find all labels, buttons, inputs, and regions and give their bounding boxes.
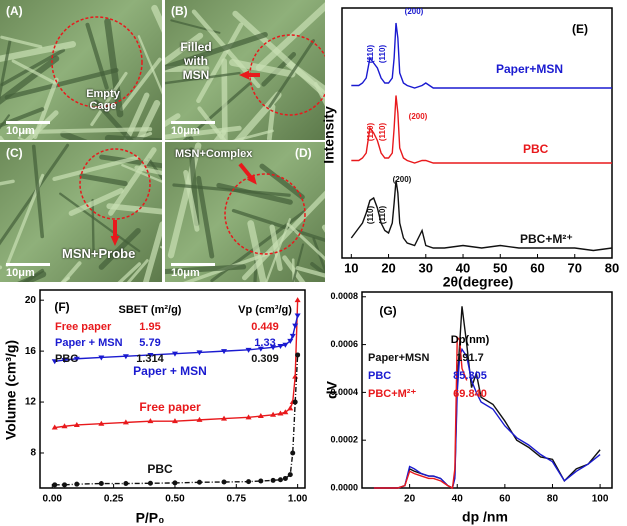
marker	[293, 400, 298, 405]
y-tick-label: 8	[30, 448, 36, 459]
series-label: PBC	[147, 462, 173, 476]
peak-annotation: (200)	[405, 7, 424, 16]
y-tick-label: 0.0000	[330, 482, 358, 492]
x-tick-label: 1.00	[288, 494, 308, 505]
table-row-name: PBC	[55, 353, 78, 365]
table-header: Vp (cm³/g)	[238, 304, 292, 316]
y-axis-label: dV	[324, 380, 340, 399]
table-value: 0.309	[251, 353, 279, 365]
plot-frame	[40, 290, 305, 488]
peak-annotation: (110)	[378, 206, 387, 225]
series-label: Paper+MSN	[496, 62, 563, 76]
table-header: SBET (m²/g)	[119, 304, 182, 316]
x-tick-label: 0.25	[104, 494, 124, 505]
x-axis-label: dp /nm	[462, 509, 508, 525]
series-line	[351, 181, 612, 251]
marker	[62, 482, 67, 487]
table-value: 1.33	[254, 337, 275, 349]
x-tick-label: 20	[381, 260, 395, 275]
x-tick-label: 40	[452, 494, 464, 505]
y-tick-label: 20	[25, 295, 37, 306]
x-tick-label: 60	[499, 494, 511, 505]
table-value: 85.305	[453, 370, 487, 382]
x-tick-label: 80	[605, 260, 619, 275]
series-label: Paper + MSN	[133, 364, 207, 378]
peak-annotation: (200)	[409, 112, 428, 121]
marker	[74, 482, 79, 487]
y-axis-label: Intensity	[321, 106, 337, 164]
marker	[172, 480, 177, 485]
panel-label: (G)	[379, 304, 396, 318]
x-tick-label: 30	[419, 260, 433, 275]
x-tick-label: 0.75	[227, 494, 247, 505]
peak-annotation: (110)	[366, 45, 375, 64]
marker	[287, 405, 293, 410]
x-tick-label: 70	[568, 260, 582, 275]
series-label: PBC	[523, 142, 549, 156]
marker	[52, 482, 57, 487]
table-value: 69.840	[453, 388, 487, 400]
marker	[288, 472, 293, 477]
x-tick-label: 80	[547, 494, 559, 505]
series-line	[351, 96, 612, 164]
marker	[290, 450, 295, 455]
marker	[148, 481, 153, 486]
x-tick-label: 0.50	[165, 494, 185, 505]
peak-annotation: (110)	[366, 123, 375, 142]
y-tick-label: 16	[25, 346, 37, 357]
legend-label: PBC	[368, 370, 391, 382]
table-value: 1.95	[139, 321, 160, 333]
marker	[222, 480, 227, 485]
table-value: 191.7	[456, 352, 484, 364]
marker	[295, 352, 300, 357]
marker	[295, 297, 301, 302]
marker	[123, 481, 128, 486]
series-label: PBC+M²⁺	[520, 232, 573, 246]
panel-label: (E)	[572, 22, 588, 36]
marker	[99, 481, 104, 486]
marker	[283, 476, 288, 481]
table-value: 5.79	[139, 337, 160, 349]
x-axis-label: 2θ(degree)	[443, 274, 514, 290]
marker	[246, 479, 251, 484]
table-value: 1.314	[136, 353, 164, 365]
table-row-name: Paper + MSN	[55, 337, 123, 349]
table-value: 0.449	[251, 321, 279, 333]
y-axis-label: Volume (cm³/g)	[3, 340, 19, 440]
peak-annotation: (110)	[378, 123, 387, 142]
marker	[197, 480, 202, 485]
x-tick-label: 100	[592, 494, 609, 505]
x-axis-label: P/P₀	[136, 510, 165, 526]
table-row-name: Free paper	[55, 321, 112, 333]
table-header: Dp(nm)	[451, 334, 490, 346]
peak-annotation: (110)	[366, 206, 375, 225]
y-tick-label: 12	[25, 397, 37, 408]
y-tick-label: 0.0002	[330, 435, 358, 445]
marker	[271, 478, 276, 483]
legend-label: Paper+MSN	[368, 352, 429, 364]
peak-annotation: (200)	[393, 175, 412, 184]
panel-label: (F)	[54, 300, 69, 314]
x-tick-label: 60	[530, 260, 544, 275]
marker	[278, 477, 283, 482]
x-tick-label: 0.00	[43, 494, 63, 505]
marker	[290, 334, 296, 339]
peak-annotation: (110)	[378, 45, 387, 64]
series-line	[374, 349, 600, 488]
x-tick-label: 10	[344, 260, 358, 275]
x-tick-label: 20	[404, 494, 416, 505]
y-tick-label: 0.0008	[330, 291, 358, 301]
marker	[295, 313, 301, 318]
legend-label: PBC+M²⁺	[368, 388, 416, 400]
series-label: Free paper	[139, 400, 201, 414]
figure: (A) Empty Cage 10μm (B) Filled with MSN …	[0, 0, 627, 526]
y-tick-label: 0.0006	[330, 339, 358, 349]
charts: 10203040506070802θ(degree)Intensity(E)Pa…	[0, 0, 627, 526]
marker	[258, 478, 263, 483]
